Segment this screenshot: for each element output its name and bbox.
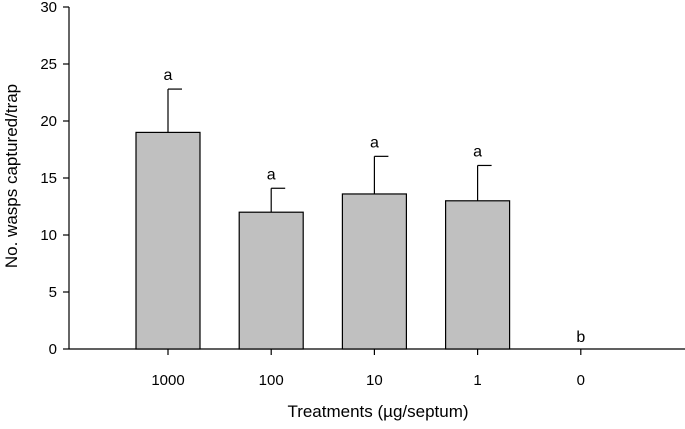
bar [341,193,407,350]
significance-label: a [164,67,173,84]
x-axis-title: Treatments (µg/septum) [287,402,468,421]
x-tick-label: 10 [366,372,383,389]
significance-label: a [370,134,379,151]
bar [445,200,511,350]
y-tick-label: 25 [40,56,57,73]
y-axis-title: No. wasps captured/trap [2,84,21,268]
y-tick-label: 15 [40,170,57,187]
x-tick-label: 0 [577,372,585,389]
x-tick-label: 1 [473,372,481,389]
significance-label: a [267,166,276,183]
bars: a a a a b [135,67,585,350]
x-tick-label: 1000 [151,372,184,389]
y-tick-label: 0 [49,341,57,358]
x-tick-label: 100 [259,372,284,389]
bar [135,131,201,350]
significance-label: b [576,329,585,346]
y-tick-label: 5 [49,284,57,301]
y-axis: 0 5 10 15 20 25 30 [40,0,70,358]
bar [238,211,304,350]
y-tick-label: 30 [40,0,57,16]
y-tick-label: 20 [40,113,57,130]
x-axis: 1000 100 10 1 0 [69,348,685,389]
y-tick-label: 10 [40,227,57,244]
significance-label: a [473,143,482,160]
